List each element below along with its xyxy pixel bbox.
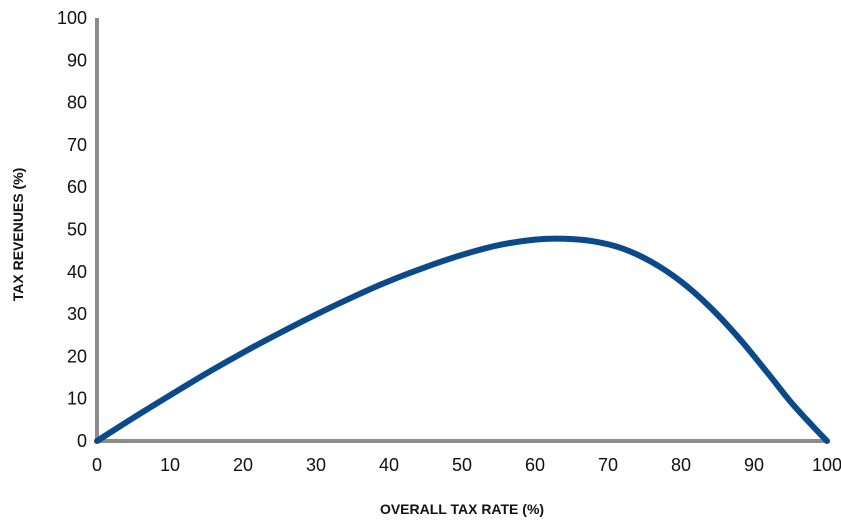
y-tick-label: 70 bbox=[67, 135, 87, 155]
y-tick-label: 80 bbox=[67, 93, 87, 113]
y-tick-label: 0 bbox=[77, 431, 87, 451]
x-tick-label: 40 bbox=[379, 455, 399, 475]
y-tick-label: 90 bbox=[67, 50, 87, 70]
laffer-curve-series-line bbox=[94, 235, 830, 444]
y-tick-label: 10 bbox=[67, 389, 87, 409]
y-axis-tick-labels: 0 10 20 30 40 50 60 70 80 90 100 bbox=[57, 8, 87, 451]
x-tick-label: 50 bbox=[452, 455, 472, 475]
y-axis-title: TAX REVENUES (%) bbox=[10, 168, 26, 302]
y-tick-label: 20 bbox=[67, 346, 87, 366]
x-tick-label: 10 bbox=[160, 455, 180, 475]
x-tick-label: 60 bbox=[525, 455, 545, 475]
y-tick-label: 30 bbox=[67, 304, 87, 324]
x-tick-label: 20 bbox=[233, 455, 253, 475]
x-tick-label: 70 bbox=[598, 455, 618, 475]
y-tick-label: 60 bbox=[67, 177, 87, 197]
x-tick-label: 30 bbox=[306, 455, 326, 475]
x-tick-label: 90 bbox=[744, 455, 764, 475]
y-tick-label: 100 bbox=[57, 8, 87, 28]
x-tick-label: 0 bbox=[92, 455, 102, 475]
x-tick-label: 100 bbox=[812, 455, 841, 475]
y-tick-label: 40 bbox=[67, 262, 87, 282]
y-tick-label: 50 bbox=[67, 220, 87, 240]
x-axis-title: OVERALL TAX RATE (%) bbox=[380, 501, 544, 517]
x-tick-label: 80 bbox=[671, 455, 691, 475]
x-axis-tick-labels: 0 10 20 30 40 50 60 70 80 90 100 bbox=[92, 455, 841, 475]
